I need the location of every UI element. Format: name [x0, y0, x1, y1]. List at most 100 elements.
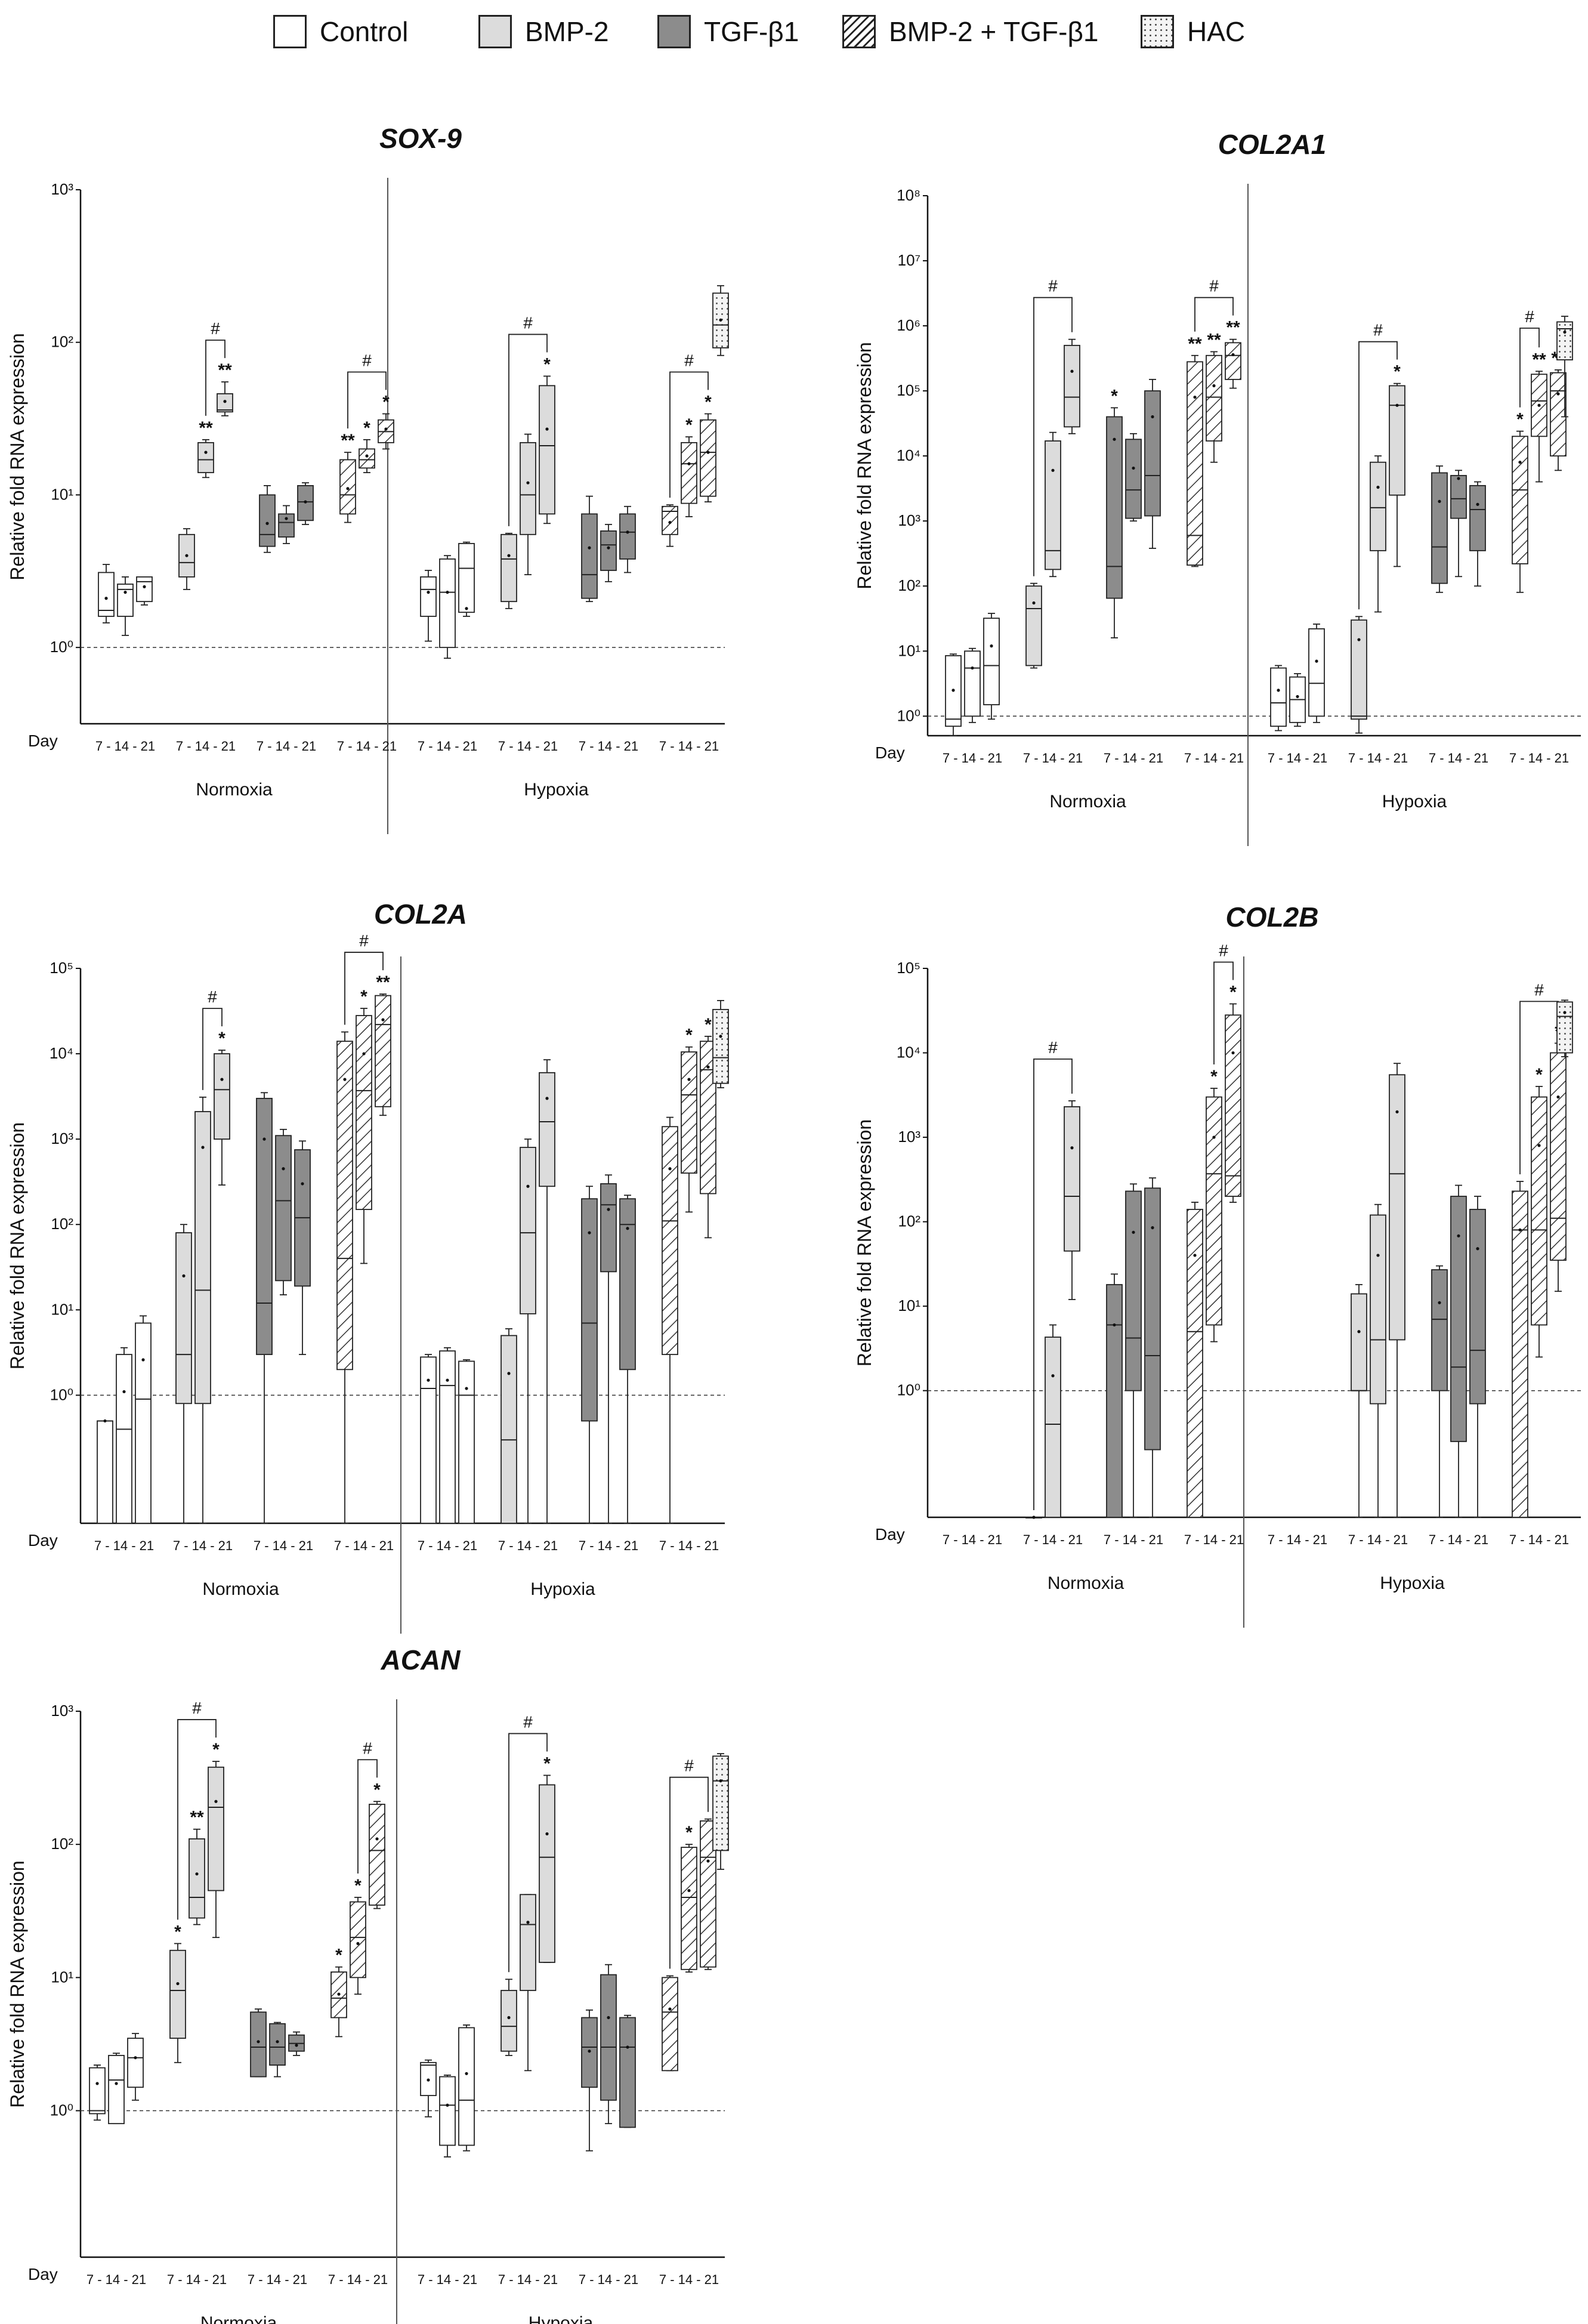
x-tick-label: 7 - 14 - 21: [337, 739, 397, 754]
mean-dot: [427, 591, 430, 594]
mean-dot: [122, 1390, 126, 1394]
condition-label-hypoxia: Hypoxia: [524, 780, 589, 800]
comparison-bracket: [205, 340, 225, 416]
y-tick-label: 10²: [51, 1835, 73, 1853]
box: [520, 1147, 536, 1314]
box: [458, 1360, 475, 1524]
significance-mark: *: [212, 1740, 220, 1760]
significance-mark: *: [1210, 1067, 1218, 1087]
x-tick-label: 7 - 14 - 21: [1348, 1532, 1408, 1547]
significance-mark: *: [218, 1029, 225, 1048]
box: [359, 448, 375, 469]
box: [662, 1977, 678, 2072]
y-tick-label: 10²: [51, 1215, 73, 1233]
mean-dot: [545, 1097, 549, 1100]
box: [458, 2027, 475, 2146]
mean-dot: [446, 2103, 449, 2107]
mean-dot: [1113, 1323, 1116, 1327]
mean-dot: [607, 546, 610, 550]
chart-title: SOX-9: [379, 123, 462, 154]
box: [520, 442, 536, 535]
mean-dot: [1395, 403, 1399, 407]
box-group-bmp2-normoxia: ****#: [178, 319, 233, 590]
box: [1450, 475, 1467, 519]
y-tick-label: 10²: [898, 1212, 920, 1230]
y-tick-label: 10¹: [898, 641, 920, 659]
box-group-bmp2-normoxia: ****#: [169, 1699, 224, 2063]
y-tick-label: 10⁵: [897, 959, 920, 977]
box: [1225, 342, 1241, 380]
box: [1225, 1014, 1241, 1197]
box-group-bmp2-normoxia: #: [1025, 1038, 1080, 1519]
mean-dot: [1518, 1228, 1522, 1232]
bracket-label: #: [1525, 307, 1534, 326]
condition-label-hypoxia: Hypoxia: [1382, 792, 1447, 811]
mean-dot: [1395, 1110, 1399, 1114]
x-tick-label: 7 - 14 - 21: [418, 1538, 477, 1553]
mean-dot: [588, 1231, 591, 1234]
significance-mark: *: [685, 415, 693, 435]
mean-dot: [1556, 1095, 1560, 1099]
box: [269, 2023, 286, 2066]
box: [420, 1356, 437, 1524]
mean-dot: [706, 450, 710, 454]
x-tick-label: 7 - 14 - 21: [943, 1532, 1002, 1547]
mean-dot: [282, 1167, 285, 1171]
box: [662, 1126, 678, 1356]
x-tick-label: 7 - 14 - 21: [1509, 751, 1569, 766]
chart-sox-9: SOX-9 Relative fold RNA expression 10⁰ 10¹ 1…: [7, 123, 729, 834]
mean-dot: [1376, 1254, 1380, 1257]
box-group-combo-hypoxia: **: [662, 1015, 716, 1524]
mean-dot: [1556, 392, 1560, 396]
x-tick-label: 7 - 14 - 21: [1429, 751, 1488, 766]
box: [619, 513, 636, 560]
condition-label-normoxia: Normoxia: [196, 780, 273, 800]
x-tick-label: 7 - 14 - 21: [1268, 1532, 1327, 1547]
y-axis-label: Relative fold RNA expression: [7, 1122, 28, 1369]
box-group-hac-hypoxia: [1556, 316, 1573, 418]
mean-dot: [507, 554, 511, 557]
significance-mark: *: [360, 987, 367, 1007]
x-tick-label: 7 - 14 - 21: [257, 739, 316, 754]
mean-dot: [301, 1182, 304, 1186]
box: [1125, 439, 1142, 519]
mean-dot: [1296, 695, 1299, 699]
mean-dot: [446, 1378, 449, 1382]
chart-title: COL2B: [1226, 902, 1319, 933]
bracket-label: #: [684, 1757, 694, 1775]
y-axis-label: Relative fold RNA expression: [7, 1860, 28, 2107]
x-tick-label: 7 - 14 - 21: [659, 2272, 719, 2287]
box-group-control-normoxia: [89, 2033, 144, 2125]
chart-col2b: COL2B Relative fold RNA expression 10⁰ 10¹ 1…: [854, 902, 1581, 1628]
box: [1512, 436, 1528, 564]
box: [1370, 1214, 1386, 1405]
mean-dot: [220, 1078, 224, 1081]
box-group-tgfb1-normoxia: [250, 2008, 305, 2078]
x-tick-label: 7 - 14 - 21: [1268, 751, 1327, 766]
mean-dot: [356, 1942, 360, 1945]
day-label: Day: [28, 732, 58, 750]
y-tick-label: 10⁰: [50, 2101, 73, 2119]
box-group-combo-normoxia: ** ****#: [1187, 277, 1241, 567]
mean-dot: [626, 1227, 629, 1230]
y-tick-label: 10⁰: [50, 1385, 73, 1403]
y-tick-label: 10⁰: [897, 1381, 920, 1399]
box: [581, 1198, 598, 1422]
mean-dot: [1193, 1254, 1197, 1257]
box: [1550, 372, 1567, 457]
box-group-control-normoxia: [98, 564, 153, 636]
y-tick-label: 10⁵: [897, 381, 920, 399]
box-group-control-normoxia: [945, 613, 1000, 736]
box: [520, 1894, 536, 1991]
box-group-hac-hypoxia: [712, 285, 729, 356]
mean-dot: [1438, 499, 1441, 503]
mean-dot: [1132, 466, 1135, 470]
mean-dot: [1537, 403, 1541, 407]
box-group-tgfb1-normoxia: *: [1106, 379, 1161, 638]
box: [681, 1051, 697, 1174]
box: [1187, 361, 1203, 566]
day-label: Day: [875, 743, 905, 762]
bracket-label: #: [359, 931, 369, 950]
box-group-bmp2-normoxia: *#: [175, 987, 230, 1524]
box: [439, 2076, 456, 2146]
